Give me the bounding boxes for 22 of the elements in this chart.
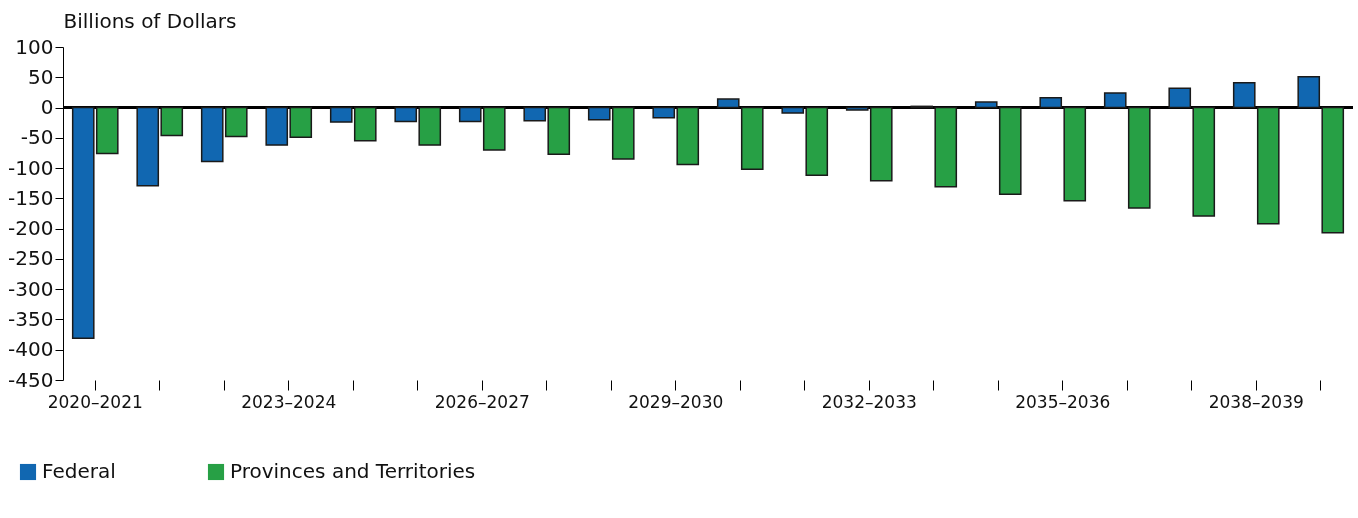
y-tick-label: 0 — [40, 95, 54, 120]
y-tick-label: 50 — [28, 64, 54, 89]
x-tick-label: 2032–2033 — [821, 391, 917, 412]
y-tick-label: -400 — [8, 337, 54, 362]
y-tick-label: -200 — [8, 216, 54, 241]
x-tick-label: 2023–2024 — [241, 391, 337, 412]
y-tick-label: -150 — [8, 185, 54, 210]
y-tick-label: -100 — [8, 155, 54, 180]
y-tick-label: -450 — [8, 367, 54, 392]
y-tick-label: 100 — [15, 34, 54, 59]
x-tick-label: 2020–2021 — [47, 391, 143, 412]
y-tick-label: -50 — [20, 125, 54, 150]
legend-label: Provinces and Territories — [230, 459, 476, 483]
y-axis-title: Billions of Dollars — [63, 8, 237, 33]
x-tick-label: 2029–2030 — [628, 391, 724, 412]
x-tick-label: 2026–2027 — [434, 391, 530, 412]
x-tick-label: 2035–2036 — [1015, 391, 1111, 412]
legend-label: Federal — [42, 459, 116, 483]
y-tick-label: -300 — [8, 276, 54, 301]
y-tick-label: -250 — [8, 246, 54, 271]
x-tick-label: 2038–2039 — [1208, 391, 1304, 412]
y-tick-label: -350 — [8, 306, 54, 331]
